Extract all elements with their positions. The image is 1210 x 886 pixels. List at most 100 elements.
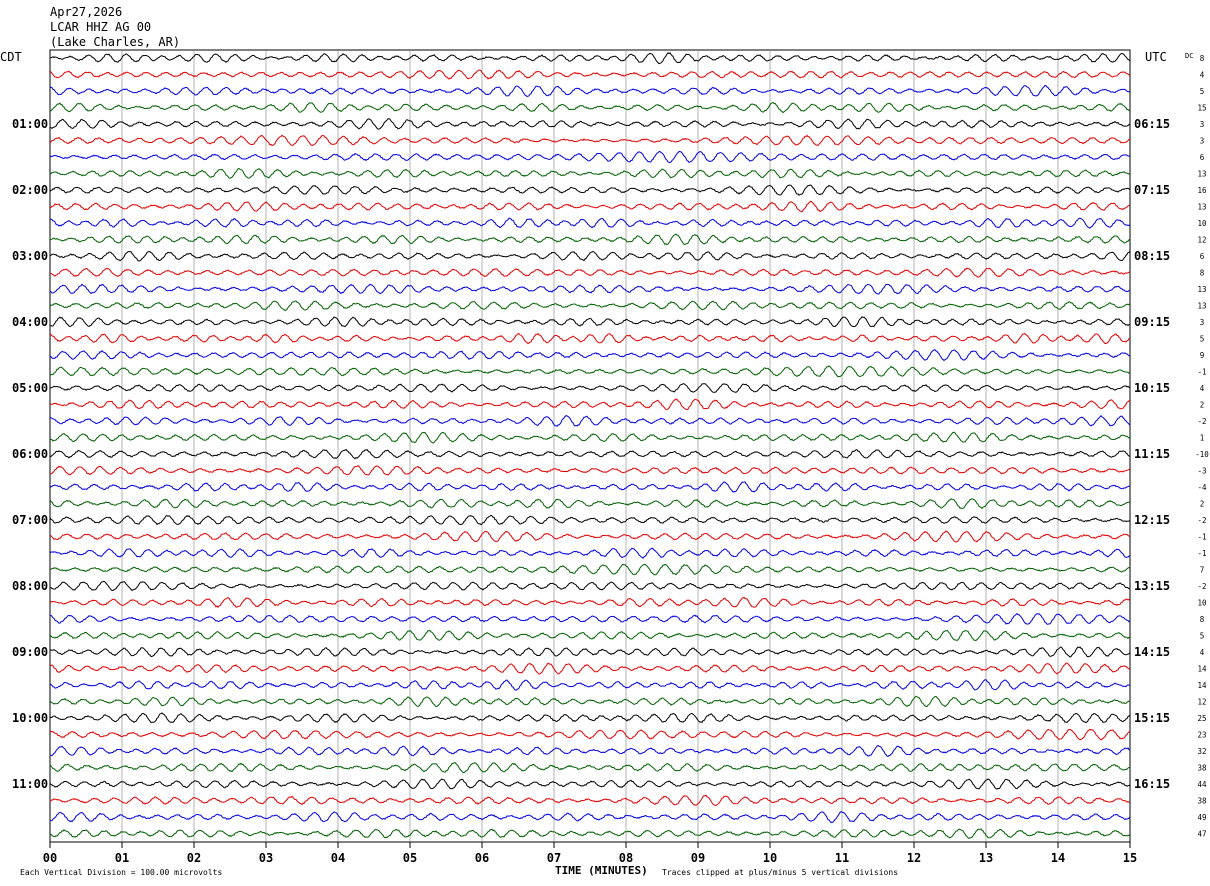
x-tick-label: 14: [1051, 851, 1065, 865]
dc-offset-value: 49: [1197, 813, 1206, 822]
hour-label-left: 10:00: [12, 711, 48, 725]
dc-offset-value: 38: [1197, 764, 1207, 773]
trace-line: [49, 563, 1131, 576]
trace-line: [49, 431, 1131, 444]
dc-offset-value: 14: [1197, 665, 1207, 674]
x-tick-label: 07: [547, 851, 561, 865]
trace-line: [49, 728, 1131, 741]
dc-offset-value: 15: [1197, 104, 1206, 113]
hour-label-right: 12:15: [1134, 513, 1170, 527]
trace-line: [49, 662, 1131, 675]
trace-line: [49, 69, 1131, 80]
hour-label-left: 06:00: [12, 447, 48, 461]
trace-line: [49, 300, 1131, 312]
dc-offset-value: 3: [1200, 318, 1205, 327]
dc-offset-value: 4: [1200, 648, 1205, 657]
trace-line: [49, 415, 1131, 427]
trace-line: [49, 383, 1131, 393]
trace-line: [49, 448, 1131, 460]
x-tick-label: 05: [403, 851, 417, 865]
trace-line: [49, 101, 1131, 114]
dc-offset-value: -10: [1195, 450, 1209, 459]
x-tick-label: 04: [331, 851, 345, 865]
hour-label-right: 13:15: [1134, 579, 1170, 593]
trace-line: [49, 744, 1131, 758]
left-timezone-label: CDT: [0, 50, 22, 64]
dc-offset-value: -2: [1197, 417, 1206, 426]
dc-offset-value: 6: [1200, 153, 1205, 162]
trace-line: [49, 283, 1131, 295]
trace-line: [49, 200, 1131, 213]
trace-line: [49, 514, 1131, 526]
x-tick-label: 02: [187, 851, 201, 865]
x-tick-label: 15: [1123, 851, 1137, 865]
dc-offset-value: 8: [1200, 54, 1205, 63]
trace-line: [49, 398, 1131, 411]
hour-label-left: 05:00: [12, 381, 48, 395]
dc-offset-value: 9: [1200, 351, 1205, 360]
dc-offset-value: 5: [1200, 632, 1205, 641]
dc-offset-value: -1: [1197, 368, 1206, 377]
hour-label-right: 07:15: [1134, 183, 1170, 197]
dc-offset-value: 10: [1197, 599, 1207, 608]
trace-line: [49, 233, 1131, 246]
hour-label-right: 11:15: [1134, 447, 1170, 461]
dc-offset-value: 8: [1200, 269, 1205, 278]
trace-line: [49, 629, 1131, 642]
clip-note: Traces clipped at plus/minus 5 vertical …: [662, 868, 898, 877]
dc-offset-value: 4: [1200, 71, 1205, 80]
hour-label-left: 01:00: [12, 117, 48, 131]
x-tick-label: 03: [259, 851, 273, 865]
trace-line: [49, 250, 1131, 262]
hour-label-left: 02:00: [12, 183, 48, 197]
dc-offset-value: 5: [1200, 87, 1205, 96]
hour-labels-left: 01:00 02:00 03:00 04:00 05:00 06:00 07:00 08:00…: [12, 117, 48, 791]
hour-label-left: 07:00: [12, 513, 48, 527]
hour-label-right: 15:15: [1134, 711, 1170, 725]
dc-offset-value: -3: [1197, 467, 1206, 476]
trace-line: [49, 580, 1131, 592]
hour-label-left: 08:00: [12, 579, 48, 593]
header-location: (Lake Charles, AR): [50, 35, 180, 49]
dc-offset-value: 5: [1200, 335, 1205, 344]
dc-offset-value: 3: [1200, 120, 1205, 129]
dc-offset-value: 38: [1197, 797, 1207, 806]
dc-offset-value: 10: [1197, 219, 1207, 228]
x-tick-label: 06: [475, 851, 489, 865]
hour-label-right: 09:15: [1134, 315, 1170, 329]
x-tick-label: 09: [691, 851, 705, 865]
x-tick-label: 08: [619, 851, 633, 865]
dc-offset-value: 14: [1197, 681, 1207, 690]
right-timezone-label: UTC: [1145, 50, 1167, 64]
x-tick-label: 13: [979, 851, 993, 865]
grid-lines: [121, 50, 1059, 842]
dc-offset-value: 13: [1197, 170, 1206, 179]
trace-line: [49, 547, 1131, 559]
trace-line: [49, 596, 1131, 609]
hour-label-left: 03:00: [12, 249, 48, 263]
dc-offset-value: 12: [1197, 236, 1206, 245]
dc-offset-value: 13: [1197, 203, 1206, 212]
trace-line: [49, 498, 1131, 510]
x-tick-label: 12: [907, 851, 921, 865]
dc-offset-value: 25: [1197, 714, 1206, 723]
trace-line: [49, 530, 1131, 543]
trace-line: [50, 267, 1131, 278]
trace-line: [49, 365, 1131, 378]
trace-line: [49, 316, 1131, 328]
dc-offset-value: 23: [1197, 731, 1206, 740]
trace-line: [49, 349, 1131, 362]
trace-line: [49, 150, 1131, 164]
dc-offset-column: 8 4 5 15 3 3 6 13 16 13 10 12 6 8 13 13 3 5 9 -1 4 2 -2 1 -10 -3 -…: [1195, 54, 1209, 839]
trace-line: [49, 612, 1131, 625]
x-tick-label: 11: [835, 851, 849, 865]
hour-label-left: 09:00: [12, 645, 48, 659]
scale-note: Each Vertical Division = 100.00 microvol…: [20, 868, 222, 877]
trace-line: [49, 695, 1131, 708]
trace-line: [49, 712, 1131, 724]
header-station: LCAR HHZ AG 00: [50, 20, 151, 34]
hour-label-right: 10:15: [1134, 381, 1170, 395]
trace-line: [49, 828, 1131, 839]
trace-line: [49, 811, 1131, 824]
dc-column-label: DC: [1185, 52, 1193, 60]
